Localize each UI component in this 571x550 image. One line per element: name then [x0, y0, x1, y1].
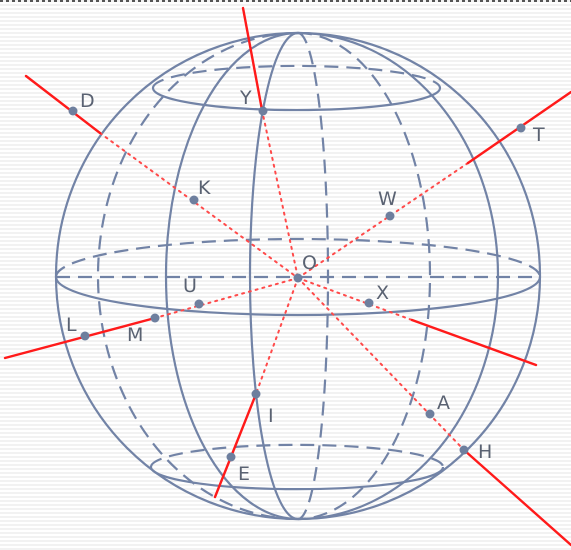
label-H: H [478, 441, 492, 463]
point-E [226, 452, 236, 462]
right-meridian-hidden-arc [297, 31, 432, 521]
label-T: T [532, 124, 545, 146]
label-D: D [80, 90, 95, 112]
label-W: W [378, 188, 397, 210]
point-K [189, 195, 199, 205]
line-D-outer [24, 74, 102, 135]
label-K: K [198, 177, 211, 199]
top-parallel-front-arc [151, 87, 442, 112]
point-D [68, 106, 78, 116]
bottom-parallel-front-arc [149, 466, 445, 491]
point-H [459, 445, 469, 455]
label-L: L [66, 314, 77, 336]
equator-back-arc [54, 237, 542, 278]
point-T [516, 123, 526, 133]
left-meridian-visible-arc [164, 31, 299, 521]
point-X [364, 298, 374, 308]
line-Y-outer [241, 6, 264, 112]
top-parallel-back-arc [151, 64, 442, 89]
central-meridian-front-arc [248, 31, 299, 521]
point-U [194, 299, 204, 309]
label-Y: Y [239, 87, 252, 109]
label-I: I [268, 405, 274, 427]
line-L-outer [3, 316, 157, 360]
left-meridian-hidden-arc [96, 31, 299, 521]
point-Y [258, 106, 268, 116]
line-O-I-inner [255, 277, 299, 395]
label-X: X [376, 282, 389, 304]
line-D-O-inner [99, 132, 299, 279]
point-M [150, 313, 160, 323]
line-I-outer [213, 392, 258, 499]
point-W [385, 211, 395, 221]
point-O [293, 273, 303, 283]
equator-front-arc [54, 276, 542, 317]
point-L [80, 331, 90, 341]
line-Y-O-inner [261, 109, 299, 279]
label-U: U [183, 275, 197, 297]
label-M: M [127, 324, 143, 346]
label-A: A [437, 392, 450, 414]
point-I [251, 389, 261, 399]
line-X-outer [410, 318, 538, 367]
label-O: O [302, 252, 317, 274]
point-A [425, 409, 435, 419]
right-meridian-visible-arc [297, 31, 500, 521]
line-H-outer [462, 448, 571, 547]
label-E: E [238, 463, 250, 485]
line-O-X-inner [297, 277, 413, 321]
line-O-H-inner [297, 277, 465, 451]
line-T-O-inner [297, 162, 469, 279]
